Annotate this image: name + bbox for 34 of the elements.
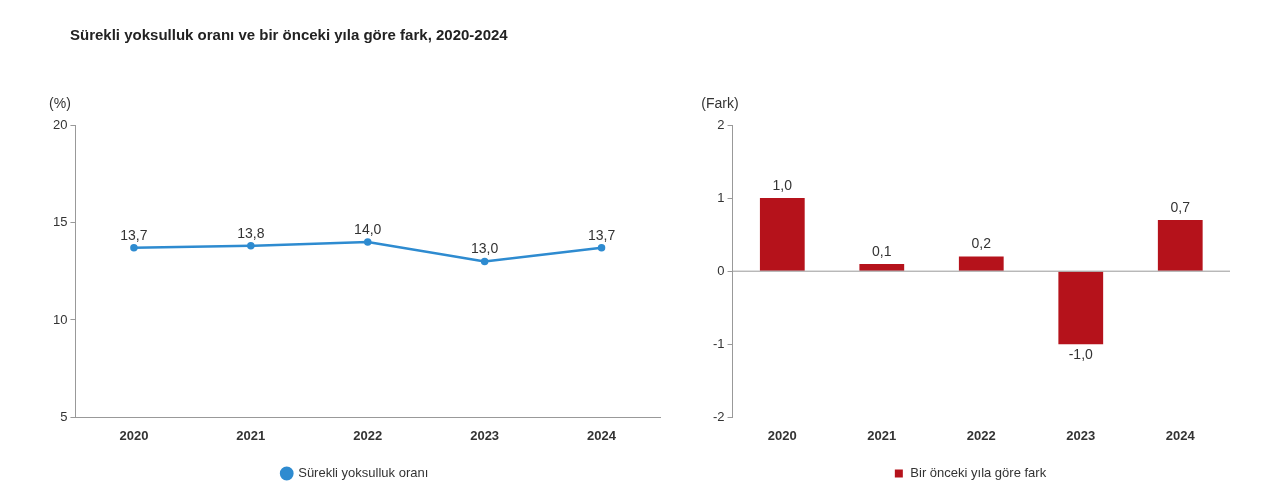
x-tick-label: 2021	[236, 427, 266, 443]
data-label: 13,7	[120, 226, 148, 243]
x-tick-label: 2022	[353, 427, 383, 443]
y-tick-label: 2	[717, 116, 725, 132]
y-tick-label: 0	[717, 262, 725, 278]
data-label: -1,0	[1068, 346, 1094, 363]
data-label: 1,0	[772, 176, 793, 193]
data-label: 0,7	[1170, 198, 1191, 215]
y-tick-label: -1	[713, 335, 725, 351]
y-tick-label: 10	[52, 311, 68, 327]
y-tick-label: 15	[52, 214, 68, 230]
data-label: 13,0	[471, 240, 499, 257]
x-tick-label: 2023	[1066, 427, 1096, 443]
x-tick-label: 2020	[119, 427, 149, 443]
x-tick-label: 2021	[867, 427, 897, 443]
data-label: 0,2	[971, 235, 992, 252]
data-label: 13,7	[587, 226, 616, 243]
data-label: 14,0	[354, 220, 382, 237]
y-axis-title: (Fark)	[701, 94, 739, 111]
y-axis-title: (%)	[49, 94, 71, 111]
x-tick-label: 2022	[966, 427, 996, 443]
y-tick-label: -2	[713, 408, 725, 424]
y-tick-label: 5	[60, 408, 68, 424]
legend-label: Bir önceki yıla göre fark	[910, 465, 1047, 481]
legend-label: Sürekli yoksulluk oranı	[298, 465, 429, 481]
chart-title: Sürekli yoksulluk oranı ve bir önceki yıla göre fark, 2020-2024	[70, 26, 508, 43]
y-tick-label: 20	[52, 116, 68, 132]
y-tick-label: 1	[717, 189, 725, 205]
x-tick-label: 2024	[1165, 427, 1196, 443]
x-tick-label: 2020	[767, 427, 797, 443]
x-tick-label: 2023	[470, 427, 500, 443]
data-label: 13,8	[237, 224, 265, 241]
data-label: 0,1	[872, 242, 892, 259]
x-tick-label: 2024	[587, 427, 617, 443]
